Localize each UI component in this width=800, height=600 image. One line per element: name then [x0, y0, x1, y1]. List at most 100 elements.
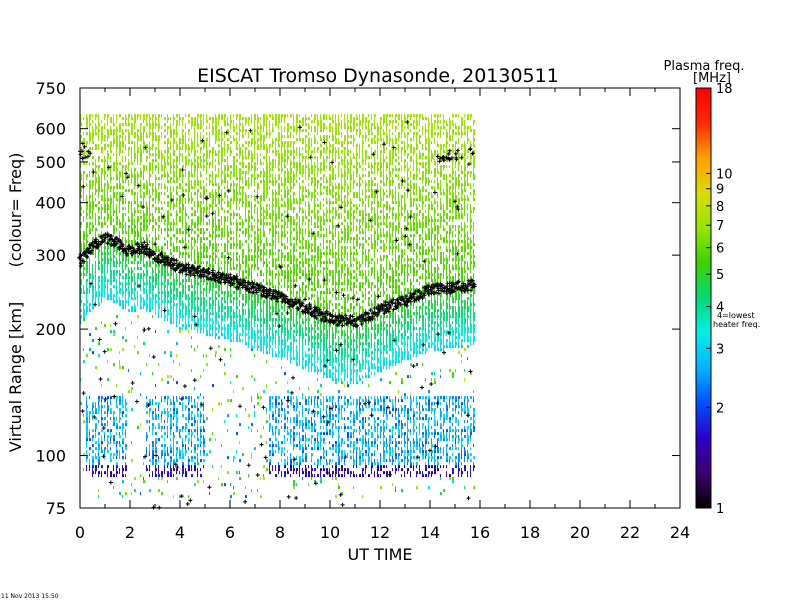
heat-cell	[224, 222, 225, 226]
heat-cell	[290, 267, 291, 271]
heat-cell	[224, 348, 226, 352]
heat-cell	[227, 414, 229, 418]
heat-cell	[197, 117, 198, 121]
heat-cell	[218, 195, 220, 199]
heat-cell	[119, 492, 121, 496]
heat-cell	[182, 207, 184, 211]
heat-cell	[272, 270, 273, 274]
heat-cell	[83, 216, 84, 220]
heat-cell	[113, 231, 115, 235]
heat-cell	[122, 336, 124, 340]
heat-cell	[263, 168, 264, 172]
heat-cell	[239, 240, 241, 244]
heat-cell	[290, 402, 292, 406]
heat-cell	[152, 459, 154, 463]
heat-cell	[152, 291, 153, 295]
heat-cell	[281, 273, 283, 277]
heat-cell	[164, 183, 165, 187]
heat-cell	[164, 471, 165, 475]
heat-cell	[188, 288, 190, 292]
heat-cell	[248, 342, 249, 346]
heat-cell	[191, 192, 192, 196]
heat-cell	[251, 429, 252, 433]
heat-cell	[236, 330, 238, 334]
heat-cell	[167, 480, 168, 484]
heat-cell	[224, 330, 225, 334]
heat-cell	[188, 285, 190, 289]
heat-cell	[173, 234, 175, 238]
heat-cell	[95, 231, 96, 235]
heat-cell	[245, 297, 247, 301]
heat-cell	[221, 180, 223, 184]
heat-cell	[263, 192, 265, 196]
heat-cell	[194, 324, 196, 328]
heat-cell	[224, 180, 226, 184]
heat-cell	[224, 225, 225, 229]
heat-cell	[173, 495, 174, 499]
heat-cell	[119, 138, 120, 142]
heat-cell	[185, 276, 186, 280]
heat-cell	[224, 258, 225, 262]
heat-cell	[254, 168, 256, 172]
heat-cell	[224, 333, 225, 337]
heat-cell	[221, 174, 222, 178]
heat-cell	[188, 306, 189, 310]
heat-cell	[284, 348, 285, 352]
heat-cell	[131, 309, 133, 313]
heat-cell	[131, 162, 133, 166]
heat-cell	[137, 204, 139, 208]
heat-cell	[194, 288, 195, 292]
heat-cell	[212, 465, 213, 469]
heat-cell	[257, 213, 258, 217]
heat-cell	[287, 471, 289, 475]
heat-cell	[197, 240, 198, 244]
heat-cell	[152, 261, 154, 265]
heat-cell	[272, 174, 273, 178]
heat-cell	[266, 186, 268, 190]
heat-cell	[287, 156, 289, 160]
heat-cell	[290, 315, 292, 319]
heat-cell	[176, 198, 178, 202]
heat-cell	[176, 213, 178, 217]
heat-cell	[284, 150, 286, 154]
heat-cell	[278, 468, 280, 472]
heat-cell	[155, 153, 157, 157]
heat-cell	[152, 267, 153, 271]
heat-cell	[212, 237, 213, 241]
heat-cell	[137, 156, 138, 160]
heat-cell	[200, 324, 202, 328]
heat-cell	[119, 153, 120, 157]
heat-cell	[107, 201, 108, 205]
heat-cell	[260, 147, 261, 151]
heat-cell	[119, 225, 121, 229]
heat-cell	[278, 321, 279, 325]
heat-cell	[173, 144, 174, 148]
heat-cell	[173, 468, 175, 472]
heat-cell	[164, 150, 166, 154]
heat-cell	[80, 249, 82, 253]
heat-cell	[89, 285, 91, 289]
heat-cell	[260, 171, 262, 175]
heat-cell	[239, 171, 241, 175]
heat-cell	[284, 411, 285, 415]
heat-cell	[119, 303, 121, 307]
heat-cell	[203, 153, 205, 157]
heat-cell	[146, 261, 148, 265]
heat-cell	[83, 141, 85, 145]
heat-cell	[227, 258, 228, 262]
heat-cell	[173, 423, 174, 427]
heat-cell	[146, 300, 147, 304]
heat-cell	[152, 243, 153, 247]
heat-cell	[191, 294, 193, 298]
heat-cell	[233, 318, 234, 322]
heat-cell	[212, 126, 214, 130]
heat-cell	[272, 324, 274, 328]
heat-cell	[98, 156, 100, 160]
heat-cell	[83, 273, 85, 277]
heat-cell	[134, 147, 135, 151]
heat-cell	[164, 303, 165, 307]
heat-cell	[233, 255, 234, 259]
heat-cell	[164, 213, 165, 217]
heat-cell	[227, 186, 228, 190]
heat-cell	[272, 417, 274, 421]
